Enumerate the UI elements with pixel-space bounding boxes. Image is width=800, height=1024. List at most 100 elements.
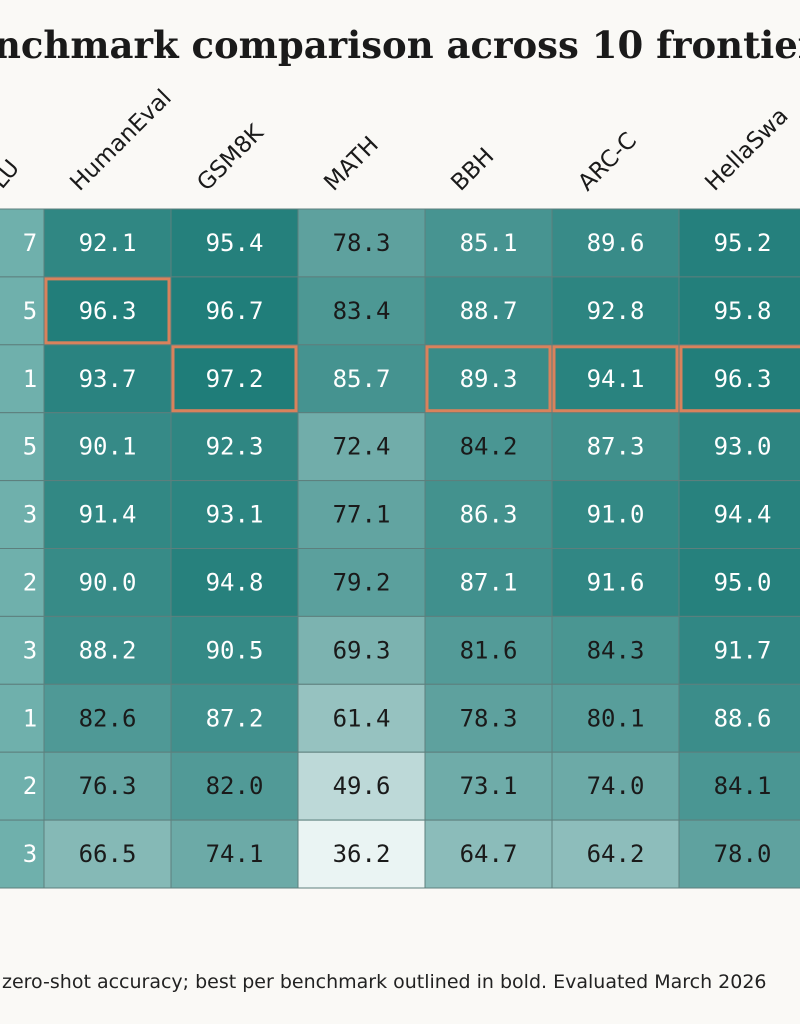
cell xyxy=(551,412,680,482)
cell-label: 87.3 xyxy=(587,433,645,461)
cell xyxy=(297,276,426,346)
cell-label: 5 xyxy=(23,433,37,461)
cell-label: 95.8 xyxy=(714,297,772,325)
cell-label: 7 xyxy=(23,229,37,257)
cell xyxy=(297,344,426,414)
cell-label: 87.2 xyxy=(206,704,264,732)
cell-label: 74.0 xyxy=(587,772,645,800)
cell xyxy=(678,615,800,685)
cell xyxy=(678,819,800,889)
cell-label: 94.8 xyxy=(206,568,264,596)
cell xyxy=(551,548,680,617)
cell xyxy=(43,819,172,889)
cell-label: 84.1 xyxy=(714,772,772,800)
cell-label: 3 xyxy=(23,636,37,664)
column-label: HumanEval xyxy=(65,85,176,196)
cell xyxy=(43,276,172,346)
cell xyxy=(43,548,172,617)
cell xyxy=(297,819,426,889)
cell xyxy=(0,751,45,821)
column-label: ARC-C xyxy=(573,128,642,197)
cell-label: 83.4 xyxy=(333,297,391,325)
cell-label: 64.2 xyxy=(587,840,645,868)
cell-label: 85.1 xyxy=(460,229,518,257)
cell-label: 81.6 xyxy=(460,636,518,664)
column-label: MATH xyxy=(319,132,383,196)
cell-label: 1 xyxy=(23,365,37,393)
cell-label: 36.2 xyxy=(333,840,391,868)
cell-label: 49.6 xyxy=(333,772,391,800)
cell-label: 73.1 xyxy=(460,772,518,800)
best-outline xyxy=(425,345,552,413)
cell xyxy=(551,819,680,889)
cell xyxy=(551,480,680,550)
column-label: GSM8K xyxy=(192,119,269,196)
cell-label: 88.6 xyxy=(714,704,772,732)
cell xyxy=(43,615,172,685)
cell-label: 92.1 xyxy=(79,229,137,257)
cell-label: 92.3 xyxy=(206,433,264,461)
cell xyxy=(551,344,680,414)
cell-label: 2 xyxy=(23,772,37,800)
cell xyxy=(551,751,680,821)
cell-label: 69.3 xyxy=(333,636,391,664)
cell xyxy=(43,344,172,414)
cell xyxy=(551,276,680,346)
best-outline xyxy=(679,345,800,413)
cell xyxy=(43,480,172,550)
cell xyxy=(297,751,426,821)
cell xyxy=(43,683,172,753)
cell xyxy=(424,751,553,821)
column-label: LU xyxy=(0,155,25,194)
cell-label: 79.2 xyxy=(333,568,391,596)
cell-label: 96.3 xyxy=(79,297,137,325)
cell xyxy=(170,548,299,617)
cell-label: 78.3 xyxy=(333,229,391,257)
cell-label: 93.0 xyxy=(714,433,772,461)
chart-title: nchmark comparison across 10 frontier LL xyxy=(0,23,800,67)
cell-label: 89.6 xyxy=(587,229,645,257)
cell-label: 85.7 xyxy=(333,365,391,393)
cell xyxy=(551,615,680,685)
cell-label: 94.4 xyxy=(714,501,772,529)
cell-label: 84.2 xyxy=(460,433,518,461)
cell xyxy=(170,208,299,278)
best-outline xyxy=(171,345,298,413)
cell xyxy=(678,548,800,617)
cell xyxy=(678,276,800,346)
cell xyxy=(678,412,800,482)
cell-label: 3 xyxy=(23,840,37,868)
cell-label: 84.3 xyxy=(587,636,645,664)
cell xyxy=(170,412,299,482)
cell-label: 64.7 xyxy=(460,840,518,868)
cell-label: 97.2 xyxy=(206,365,264,393)
cell xyxy=(424,480,553,550)
cell-label: 78.0 xyxy=(714,840,772,868)
column-label: BBH xyxy=(446,143,499,196)
cell xyxy=(424,683,553,753)
cell xyxy=(170,276,299,346)
cell-label: 76.3 xyxy=(79,772,137,800)
cell-label: 94.1 xyxy=(587,365,645,393)
cell xyxy=(170,480,299,550)
cell-label: 74.1 xyxy=(206,840,264,868)
cell-label: 82.6 xyxy=(79,704,137,732)
cell xyxy=(170,751,299,821)
cell-label: 90.5 xyxy=(206,636,264,664)
cell-label: 88.2 xyxy=(79,636,137,664)
cell-label: 82.0 xyxy=(206,772,264,800)
cell xyxy=(424,344,553,414)
best-outline xyxy=(552,345,679,413)
cell xyxy=(297,480,426,550)
cell-label: 61.4 xyxy=(333,704,391,732)
cell xyxy=(170,683,299,753)
cell-label: 3 xyxy=(23,501,37,529)
cell xyxy=(170,344,299,414)
cell-label: 96.3 xyxy=(714,365,772,393)
cell xyxy=(424,548,553,617)
cell-label: 90.0 xyxy=(79,568,137,596)
cell xyxy=(551,683,680,753)
cell-label: 91.0 xyxy=(587,501,645,529)
cell-label: 88.7 xyxy=(460,297,518,325)
column-label: HellaSwa xyxy=(700,103,793,196)
